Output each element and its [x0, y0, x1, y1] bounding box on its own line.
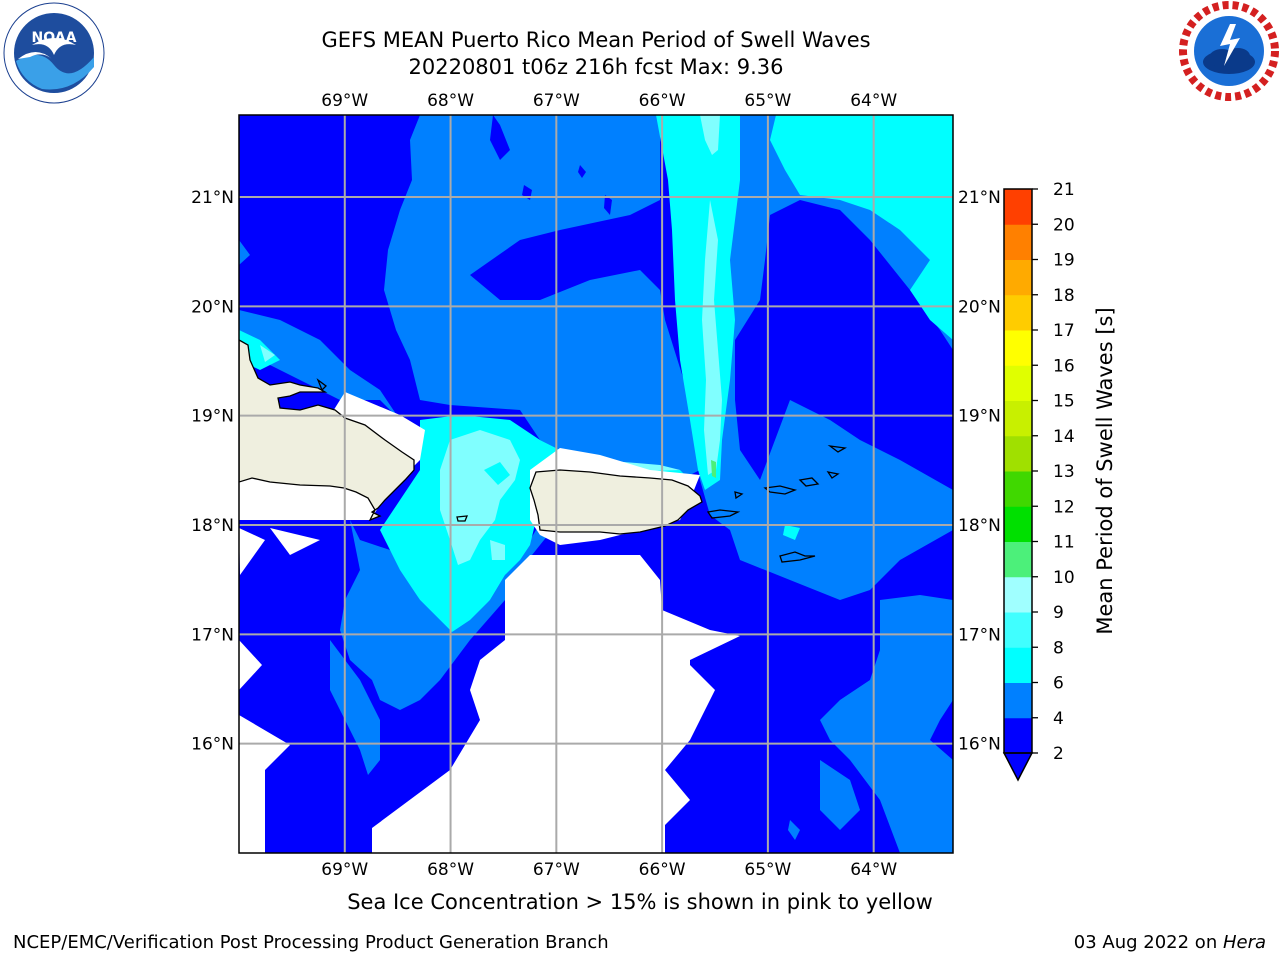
map-figure: 69°W 69°W 68°W 68°W 67°W 67°W 66°W 66°W 65°W 65°W…	[191, 91, 1117, 880]
colorbar-extend-arrow	[1002, 752, 1034, 782]
lon-tick-label-top: 67°W	[533, 91, 580, 111]
colorbar-tick-label: 16	[1053, 356, 1075, 376]
lat-tick-label-right: 17°N	[958, 625, 1001, 645]
colorbar-tick-label: 20	[1053, 215, 1075, 235]
st-croix-outline	[779, 551, 816, 563]
colorbar-segment	[1004, 400, 1032, 437]
contour-band-4-6	[239, 115, 953, 853]
colorbar-tick-label: 17	[1053, 321, 1075, 341]
lat-tick-label-left: 17°N	[191, 625, 234, 645]
colorbar-segment	[1004, 541, 1032, 578]
footer-date: 03 Aug 2022 on Hera	[1074, 932, 1266, 953]
land-masses	[239, 339, 703, 535]
hispaniola-land	[239, 339, 415, 522]
colorbar-label: Mean Period of Swell Waves [s]	[1093, 307, 1117, 634]
chart-subtitle: 20220801 t06z 216h fcst Max: 9.36	[408, 55, 784, 79]
lon-tick-label-bottom: 68°W	[427, 860, 474, 880]
lon-tick-label-top: 69°W	[321, 91, 368, 111]
contour-inner-peaks	[484, 462, 510, 485]
colorbar-segment	[1004, 647, 1032, 683]
footer-machine: Hera	[1222, 932, 1266, 953]
colorbar-tick-label: 2	[1053, 744, 1064, 764]
island-outlines	[316, 378, 847, 563]
map-tick-labels: 69°W 69°W 68°W 68°W 67°W 67°W 66°W 66°W 65°W 65°W…	[191, 91, 1001, 880]
lon-tick-label-top: 68°W	[427, 91, 474, 111]
lat-tick-label-right: 21°N	[958, 188, 1001, 208]
noaa-logo-text: NOAA	[32, 30, 77, 46]
chart-title: GEFS MEAN Puerto Rico Mean Period of Swe…	[321, 28, 871, 52]
contour-peak-max	[711, 460, 716, 478]
colorbar-segment	[1004, 294, 1032, 331]
lon-tick-label-top: 64°W	[850, 91, 897, 111]
virgin-islands-outline-b	[798, 477, 820, 487]
colorbar-tick-label: 6	[1053, 674, 1064, 694]
contour-band-2-4-spots	[490, 115, 612, 215]
colorbar-tick-label: 13	[1053, 462, 1075, 482]
sea-ice-note: Sea Ice Concentration > 15% is shown in …	[347, 890, 933, 914]
colorbar-tick-label: 15	[1053, 392, 1075, 412]
colorbar-segment	[1004, 717, 1032, 754]
footer-credit: NCEP/EMC/Verification Post Processing Pr…	[13, 932, 609, 953]
colorbar-tick-label: 9	[1053, 603, 1064, 623]
lon-tick-label-bottom: 67°W	[533, 860, 580, 880]
colorbar-tick-label: 8	[1053, 638, 1064, 658]
lon-tick-label-top: 66°W	[639, 91, 686, 111]
lat-tick-label-right: 19°N	[958, 407, 1001, 427]
lat-tick-label-right: 18°N	[958, 516, 1001, 536]
colorbar-tick-label: 10	[1053, 568, 1075, 588]
colorbar-tick-label: 4	[1053, 709, 1064, 729]
colorbar-tick-label: 18	[1053, 286, 1075, 306]
colorbar-segment	[1004, 435, 1032, 472]
lat-tick-label-left: 21°N	[191, 188, 234, 208]
mona-island-outline	[456, 515, 469, 522]
lon-tick-label-bottom: 65°W	[744, 860, 791, 880]
lon-tick-label-bottom: 66°W	[639, 860, 686, 880]
colorbar-segment	[1004, 682, 1032, 719]
map-gridlines	[239, 115, 953, 853]
colorbar-tick-label: 14	[1053, 427, 1075, 447]
virgin-islands-outline-c	[826, 471, 840, 479]
lat-tick-label-left: 18°N	[191, 516, 234, 536]
colorbar-segment	[1004, 259, 1032, 296]
colorbar-segment	[1004, 224, 1032, 260]
lat-tick-label-left: 20°N	[191, 297, 234, 317]
noaa-logo-icon: NOAA	[3, 2, 105, 104]
culebra-outline	[734, 491, 744, 500]
vieques-outline	[706, 509, 741, 519]
colorbar: 2 4 6 8 9 10 11 12 13 14 15 16 17 18 19 20 21	[1002, 180, 1075, 782]
colorbar-segment	[1004, 189, 1032, 225]
contour-fill-layer	[239, 115, 953, 853]
puerto-rico-land	[529, 469, 703, 535]
north-coast-islet-outline	[316, 378, 327, 392]
map-frame	[238, 114, 954, 854]
contour-band-8-9	[260, 115, 722, 565]
footer-date-text: 03 Aug 2022 on	[1073, 932, 1223, 953]
nws-logo-icon	[1179, 1, 1279, 101]
virgin-islands-outline-a	[763, 485, 798, 495]
colorbar-segment	[1004, 365, 1032, 401]
lat-tick-label-left: 16°N	[191, 735, 234, 755]
lon-tick-label-bottom: 69°W	[321, 860, 368, 880]
colorbar-segment	[1004, 471, 1032, 507]
lat-tick-label-right: 16°N	[958, 735, 1001, 755]
colorbar-segment	[1004, 576, 1032, 613]
lat-tick-label-right: 20°N	[958, 297, 1001, 317]
lon-tick-label-bottom: 64°W	[850, 860, 897, 880]
colorbar-tick-label: 11	[1053, 533, 1075, 553]
colorbar-tick-label: 19	[1053, 251, 1075, 271]
colorbar-segment	[1004, 506, 1032, 542]
colorbar-tick-label: 21	[1053, 180, 1075, 200]
colorbar-segment	[1004, 612, 1032, 648]
anegada-outline	[827, 445, 847, 453]
colorbar-tick-label: 12	[1053, 497, 1075, 517]
lat-tick-label-left: 19°N	[191, 407, 234, 427]
colorbar-segment	[1004, 330, 1032, 366]
lon-tick-label-top: 65°W	[744, 91, 791, 111]
